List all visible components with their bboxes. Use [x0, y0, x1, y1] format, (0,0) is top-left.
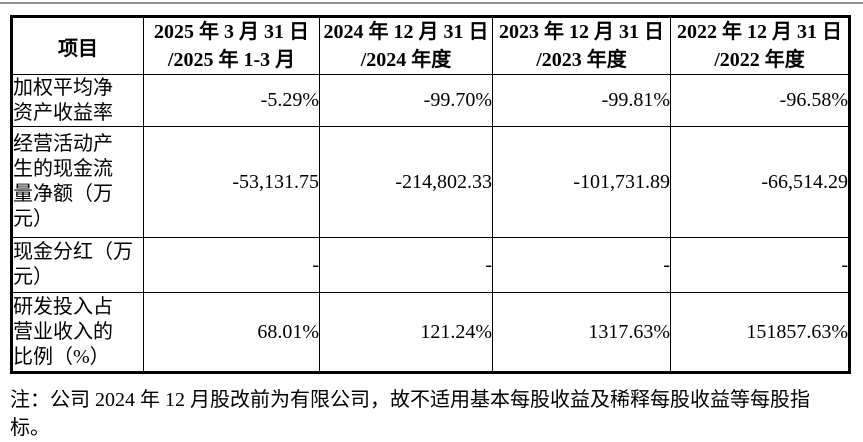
header-period-2023: 2023 年 12 月 31 日 /2023 年度 [492, 16, 671, 75]
roe-2023: -99.81% [492, 74, 671, 127]
row-label-rd-ratio: 研发投入占 营业收入的 比例（%） [11, 292, 144, 373]
table-row-roe: 加权平均净 资产收益率 -5.29% -99.70% -99.81% -96.5… [11, 74, 850, 127]
table-row-rd-ratio: 研发投入占 营业收入的 比例（%） 68.01% 121.24% 1317.63… [11, 292, 850, 373]
table-row-operating-cash-flow: 经营活动产 生的现金流 量净额（万 元） -53,131.75 -214,802… [11, 126, 850, 238]
header-period-2024: 2024 年 12 月 31 日 /2024 年度 [319, 16, 493, 75]
header-period-2022: 2022 年 12 月 31 日 /2022 年度 [670, 16, 850, 75]
cash-flow-2025: -53,131.75 [143, 126, 320, 238]
rd-ratio-2023: 1317.63% [492, 292, 671, 373]
dividend-2024: - [319, 237, 493, 293]
top-divider [0, 2, 863, 4]
financial-indicators-table: 项目 2025 年 3 月 31 日 /2025 年 1-3 月 2024 年 … [10, 15, 851, 374]
dividend-2023: - [492, 237, 671, 293]
cash-flow-2024: -214,802.33 [319, 126, 493, 238]
cash-flow-2023: -101,731.89 [492, 126, 671, 238]
row-label-roe: 加权平均净 资产收益率 [11, 74, 144, 127]
dividend-2025: - [143, 237, 320, 293]
rd-ratio-2024: 121.24% [319, 292, 493, 373]
footnote: 注：公司 2024 年 12 月股改前为有限公司，故不适用基本每股收益及稀释每股… [10, 389, 810, 439]
rd-ratio-2022: 151857.63% [670, 292, 850, 373]
header-item: 项目 [11, 16, 144, 75]
roe-2022: -96.58% [670, 74, 850, 127]
roe-2024: -99.70% [319, 74, 493, 127]
row-label-cash-dividend: 现金分红（万 元） [11, 237, 144, 293]
row-label-operating-cash-flow: 经营活动产 生的现金流 量净额（万 元） [11, 126, 144, 238]
table-row-cash-dividend: 现金分红（万 元） - - - - [11, 237, 850, 293]
header-period-2025: 2025 年 3 月 31 日 /2025 年 1-3 月 [143, 16, 320, 75]
roe-2025: -5.29% [143, 74, 320, 127]
rd-ratio-2025: 68.01% [143, 292, 320, 373]
table-header-row: 项目 2025 年 3 月 31 日 /2025 年 1-3 月 2024 年 … [11, 16, 850, 75]
dividend-2022: - [670, 237, 850, 293]
cash-flow-2022: -66,514.29 [670, 126, 850, 238]
